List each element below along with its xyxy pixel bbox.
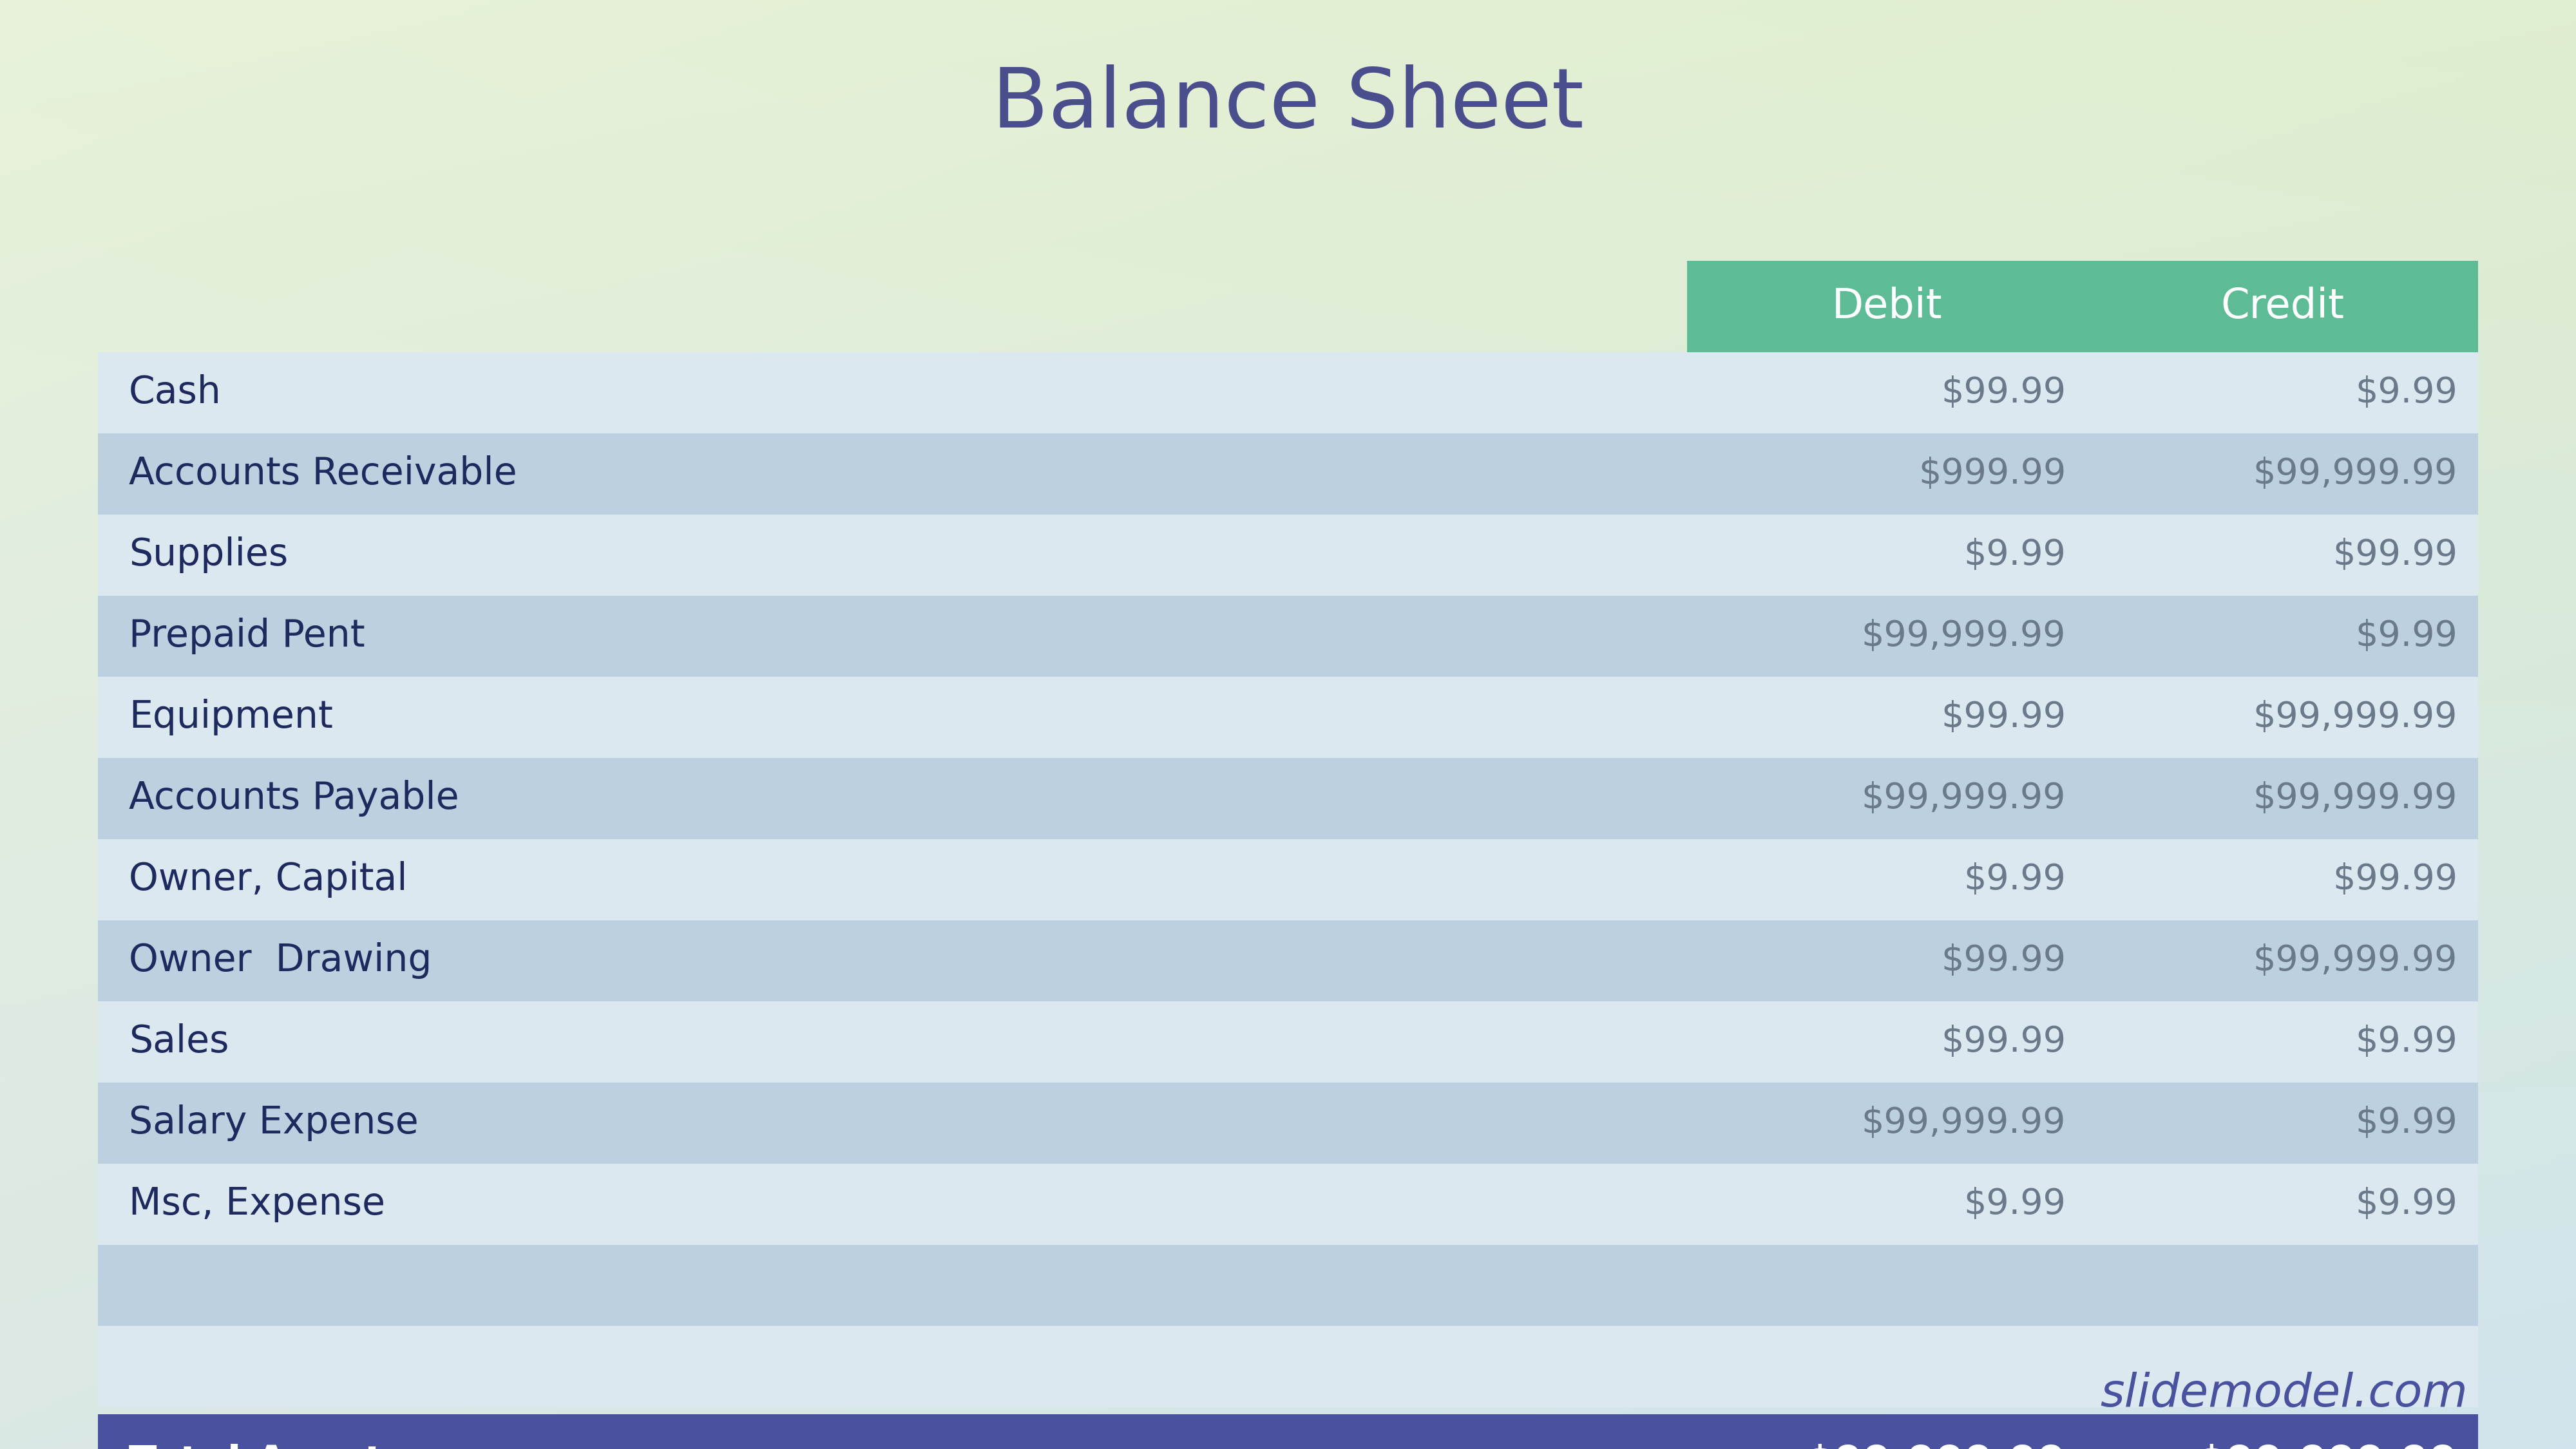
Text: Salary Expense: Salary Expense	[129, 1104, 417, 1142]
Text: $99,999.99: $99,999.99	[2254, 700, 2458, 735]
Text: $99,999.99: $99,999.99	[1862, 781, 2066, 816]
Text: Supplies: Supplies	[129, 536, 289, 574]
Text: slidemodel.com: slidemodel.com	[2099, 1372, 2468, 1416]
Text: $99,999.99: $99,999.99	[2254, 781, 2458, 816]
Text: Total Assets: Total Assets	[129, 1443, 410, 1449]
Text: $99,999.99: $99,999.99	[1806, 1443, 2066, 1449]
Bar	[98, 839, 2478, 920]
Text: $9.99: $9.99	[2354, 619, 2458, 653]
Text: Accounts Payable: Accounts Payable	[129, 780, 459, 817]
Text: $99.99: $99.99	[2331, 538, 2458, 572]
Bar	[98, 1082, 2478, 1164]
Bar	[2087, 261, 2478, 352]
Text: Accounts Receivable: Accounts Receivable	[129, 455, 518, 493]
Text: $99,999.99: $99,999.99	[1862, 1106, 2066, 1140]
Text: $99,999.99: $99,999.99	[2197, 1443, 2458, 1449]
Bar	[1687, 261, 2087, 352]
Text: Prepaid Pent: Prepaid Pent	[129, 617, 366, 655]
Text: $99.99: $99.99	[1940, 943, 2066, 978]
Bar	[98, 920, 2478, 1001]
Text: $9.99: $9.99	[2354, 1187, 2458, 1222]
Text: Balance Sheet: Balance Sheet	[992, 64, 1584, 145]
Text: Debit: Debit	[1832, 287, 1942, 326]
Bar	[98, 1326, 2478, 1407]
Bar	[98, 1164, 2478, 1245]
Text: Owner, Capital: Owner, Capital	[129, 861, 407, 898]
Text: Credit: Credit	[2221, 287, 2344, 326]
Text: $99.99: $99.99	[2331, 862, 2458, 897]
Text: $9.99: $9.99	[1963, 862, 2066, 897]
Text: $99,999.99: $99,999.99	[2254, 943, 2458, 978]
Bar	[98, 1414, 2478, 1449]
Bar	[98, 677, 2478, 758]
Text: Equipment: Equipment	[129, 698, 332, 736]
Bar	[98, 596, 2478, 677]
Text: Sales: Sales	[129, 1023, 229, 1061]
Text: $9.99: $9.99	[1963, 1187, 2066, 1222]
Text: $99,999.99: $99,999.99	[1862, 619, 2066, 653]
Text: $99.99: $99.99	[1940, 1024, 2066, 1059]
Text: $9.99: $9.99	[2354, 375, 2458, 410]
Bar	[98, 1245, 2478, 1326]
Text: $99,999.99: $99,999.99	[2254, 456, 2458, 491]
Text: Msc, Expense: Msc, Expense	[129, 1185, 386, 1223]
Bar	[98, 514, 2478, 596]
Bar	[98, 1001, 2478, 1082]
Bar	[98, 352, 2478, 433]
Text: $9.99: $9.99	[2354, 1106, 2458, 1140]
Text: $9.99: $9.99	[2354, 1024, 2458, 1059]
Text: Owner  Drawing: Owner Drawing	[129, 942, 433, 980]
Text: $99.99: $99.99	[1940, 700, 2066, 735]
Bar	[98, 433, 2478, 514]
Text: $999.99: $999.99	[1919, 456, 2066, 491]
Bar	[98, 758, 2478, 839]
Text: $99.99: $99.99	[1940, 375, 2066, 410]
Text: $9.99: $9.99	[1963, 538, 2066, 572]
Text: Cash: Cash	[129, 374, 222, 412]
